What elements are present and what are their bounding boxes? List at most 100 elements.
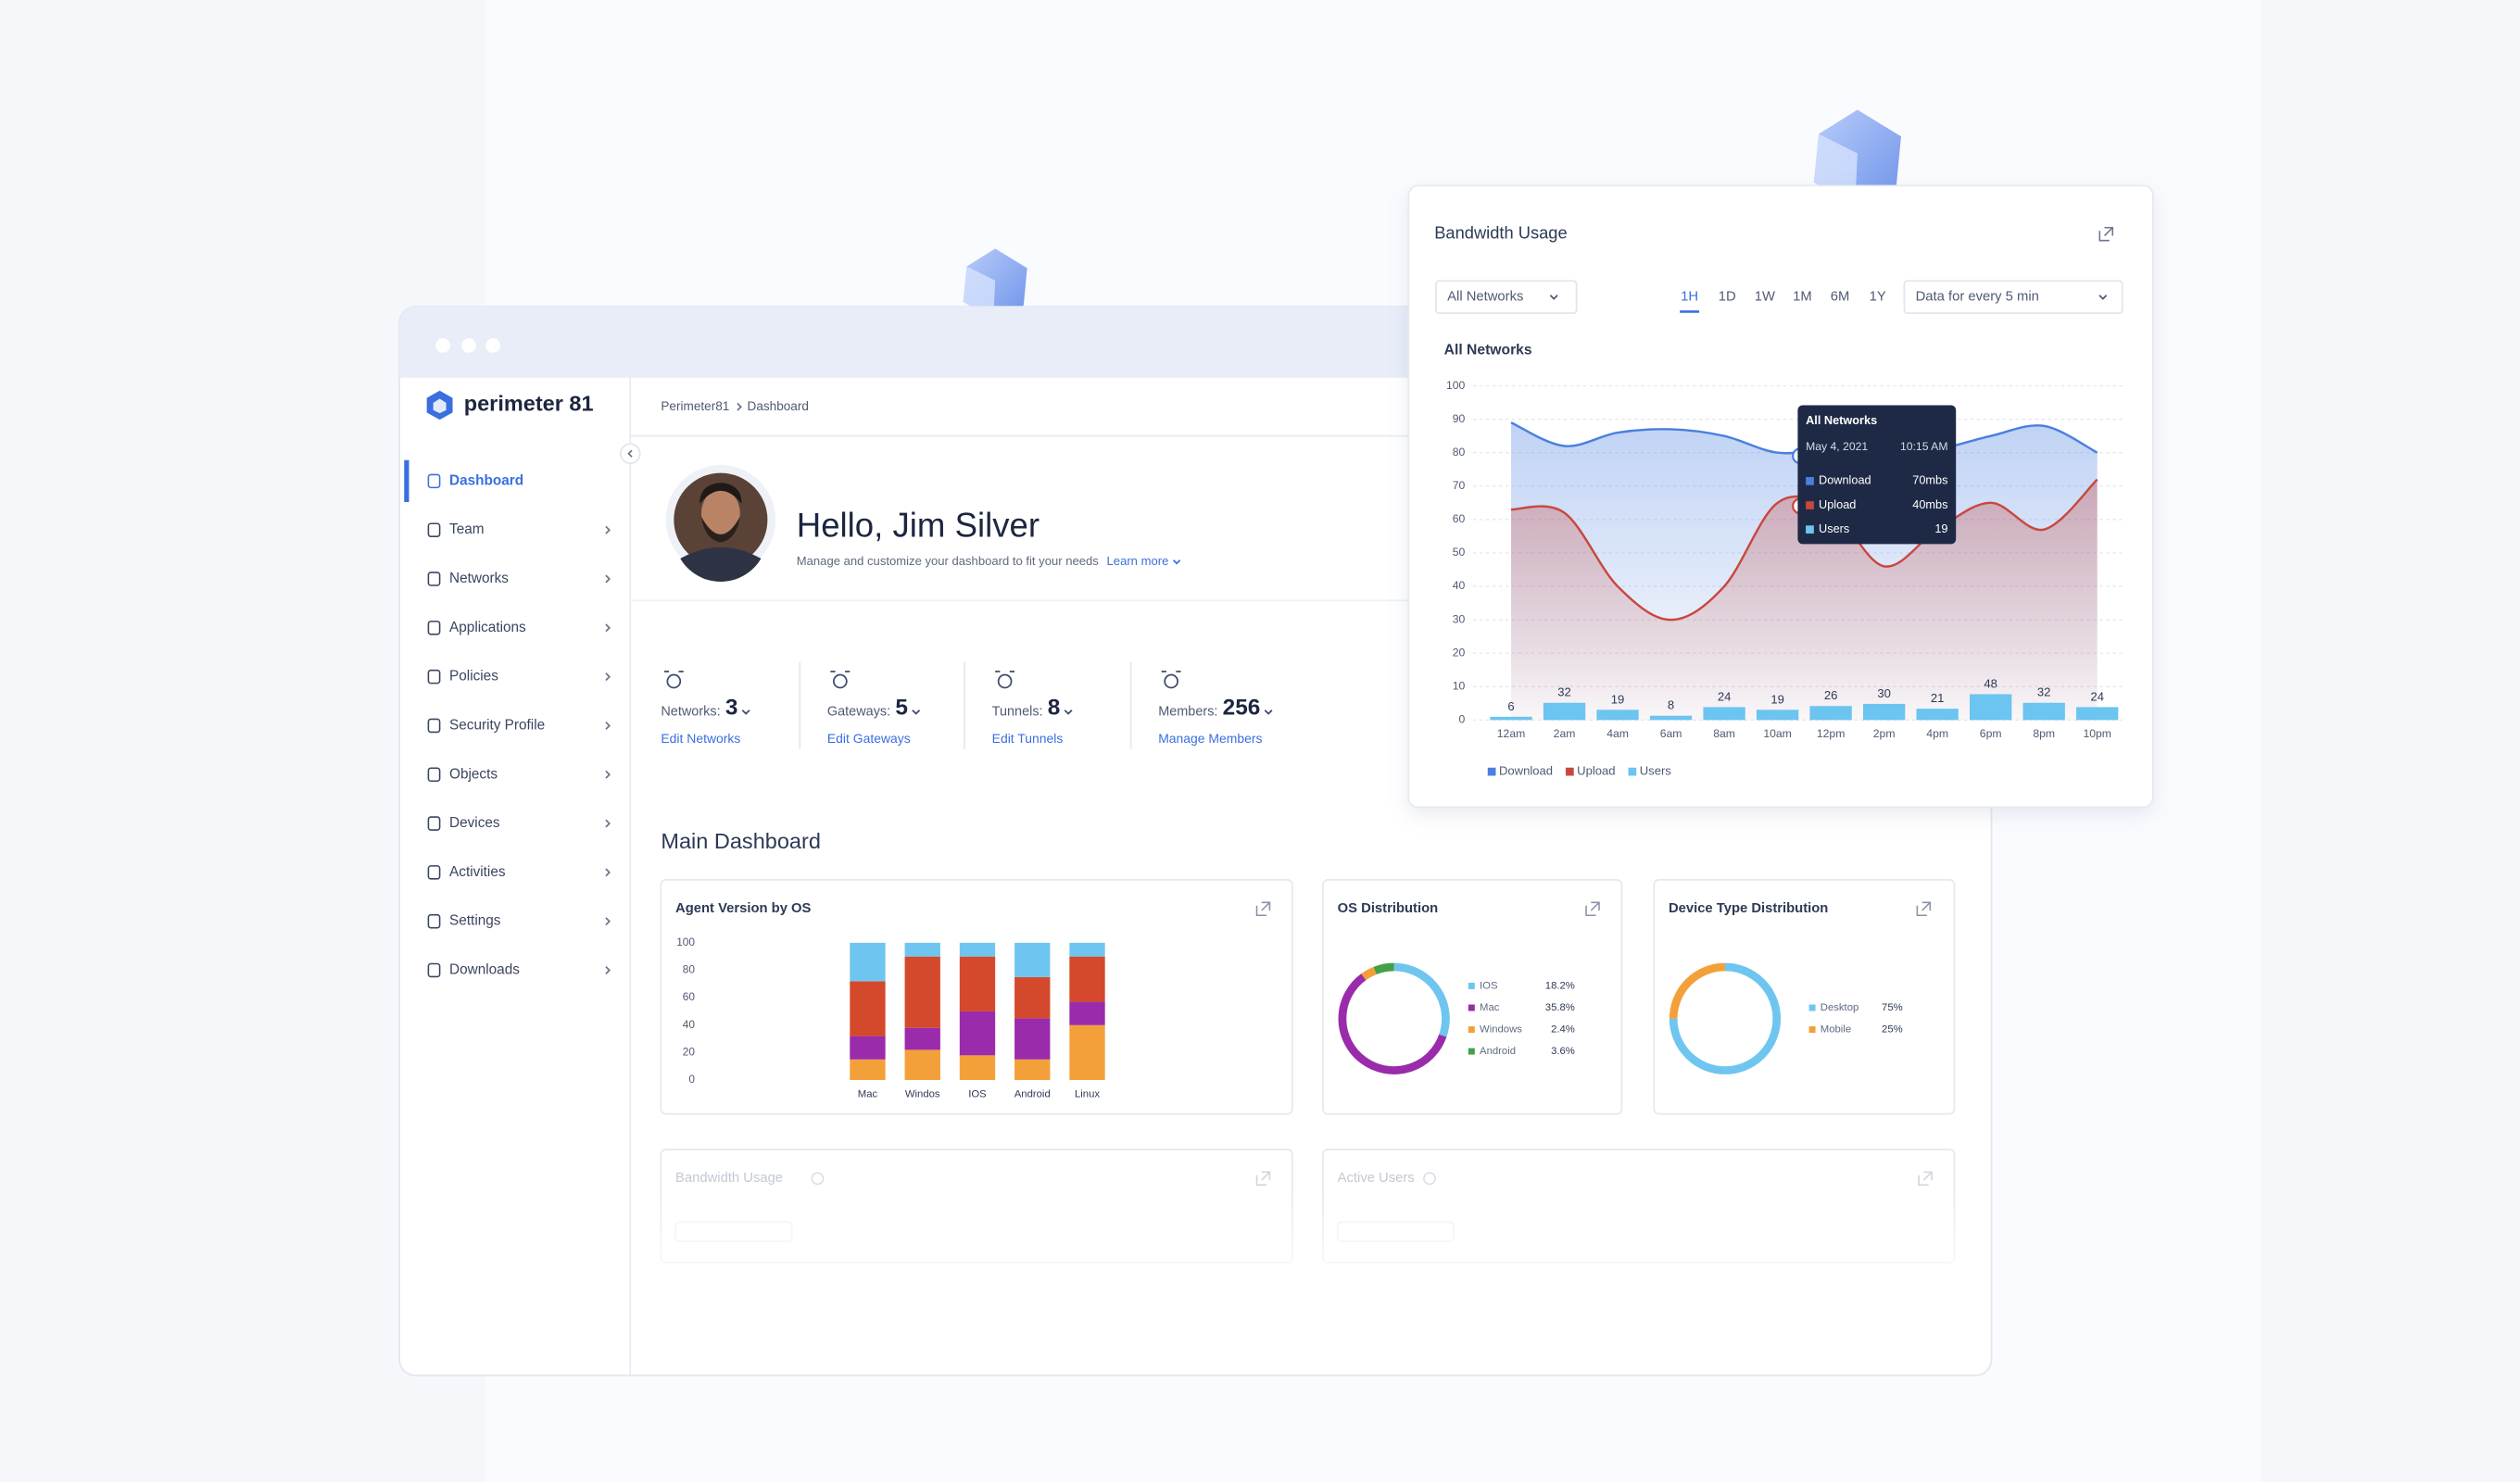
legend-value: 2.4% <box>1551 1024 1575 1036</box>
chevron <box>605 917 611 926</box>
window-dot <box>435 338 450 353</box>
card-title: Bandwidth Usage <box>1434 223 1567 243</box>
sidebar-item[interactable]: Applications <box>449 620 526 635</box>
learn-more-link[interactable]: Learn more <box>1107 554 1169 568</box>
sidebar-item[interactable]: Security Profile <box>449 717 545 733</box>
bar-value-label: 19 <box>1770 692 1784 706</box>
dropdown-label: Data for every 5 min <box>1916 290 2039 305</box>
y-tick-label: 90 <box>1453 412 1466 425</box>
bar-segment <box>850 1036 886 1060</box>
window-dot <box>485 338 500 353</box>
period-tab[interactable]: 1W <box>1755 290 1775 305</box>
y-tick-label: 20 <box>1453 646 1466 659</box>
bar-value-label: 30 <box>1877 686 1891 700</box>
card-title: OS Distribution <box>1338 901 1439 916</box>
stat-label: Networks: <box>661 704 720 719</box>
y-tick-label: 10 <box>1453 679 1466 692</box>
breadcrumb-item[interactable]: Perimeter81 <box>661 399 729 413</box>
y-tick-label: 80 <box>683 963 696 976</box>
legend-swatch <box>1565 767 1574 776</box>
x-tick-label: 8pm <box>2033 727 2055 740</box>
stat-link[interactable]: Edit Tunnels <box>992 731 1064 746</box>
bar-value-label: 32 <box>2037 685 2051 699</box>
sidebar-item[interactable]: Dashboard <box>449 472 523 488</box>
y-tick-label: 60 <box>1453 512 1466 525</box>
tooltip-swatch <box>1806 477 1814 485</box>
stat-link[interactable]: Edit Networks <box>661 731 740 746</box>
legend-value: 25% <box>1882 1024 1903 1036</box>
greeting-subtitle: Manage and customize your dashboard to f… <box>797 554 1100 568</box>
bar-value-label: 8 <box>1668 698 1674 712</box>
chevron <box>605 525 611 534</box>
bar-value-label: 19 <box>1611 692 1625 706</box>
bar <box>1809 706 1852 721</box>
sidebar-icon <box>427 621 441 635</box>
legend-swatch <box>1808 1004 1816 1011</box>
logo-text: perimeter 81 <box>464 392 594 416</box>
tooltip-label: Download <box>1819 473 1871 487</box>
chevron <box>627 449 633 458</box>
chevron <box>912 710 921 715</box>
greeting-title: Hello, Jim Silver <box>797 507 1040 545</box>
external-link-icon <box>1255 901 1271 917</box>
period-tab[interactable]: 1H <box>1681 290 1698 305</box>
bar-segment <box>904 1049 940 1081</box>
chevron <box>605 672 611 682</box>
stat-link[interactable]: Manage Members <box>1158 731 1262 746</box>
legend-swatch <box>1468 983 1475 989</box>
collapse-button[interactable] <box>619 443 641 465</box>
sidebar-item[interactable]: Team <box>449 521 484 537</box>
y-tick-label: 100 <box>676 936 695 948</box>
legend-label: Windows <box>1480 1024 1522 1036</box>
bar-segment <box>1069 956 1105 1002</box>
period-tab[interactable]: 1Y <box>1870 290 1886 305</box>
card <box>1322 879 1623 1115</box>
sidebar-item[interactable]: Policies <box>449 669 498 684</box>
sidebar-icon <box>427 571 441 586</box>
section-title: Main Dashboard <box>661 829 821 853</box>
donut-segment <box>1393 962 1450 1037</box>
sidebar-icon <box>427 865 441 880</box>
info-icon <box>811 1172 825 1186</box>
tooltip <box>1797 405 1957 545</box>
stat-link[interactable]: Edit Gateways <box>827 731 911 746</box>
x-tick-label: Android <box>1014 1089 1051 1100</box>
fade-overlay <box>646 1187 1987 1300</box>
chevron <box>2098 295 2108 300</box>
legend-label: IOS <box>1480 980 1498 991</box>
tooltip-swatch <box>1806 501 1814 509</box>
period-tab[interactable]: 1D <box>1719 290 1736 305</box>
y-tick-label: 30 <box>1453 612 1466 625</box>
interval-dropdown[interactable] <box>1903 280 2123 314</box>
bar-segment <box>959 1055 996 1081</box>
x-tick-label: 4am <box>1606 727 1629 740</box>
bar-segment <box>959 956 996 1011</box>
chevron <box>1264 710 1273 715</box>
chevron <box>1549 295 1558 300</box>
sidebar-item[interactable]: Devices <box>449 815 500 831</box>
sidebar-item[interactable]: Downloads <box>449 962 520 978</box>
tooltip-value: 70mbs <box>1912 473 1947 487</box>
external-link-icon <box>1585 901 1600 917</box>
chevron <box>1064 710 1073 715</box>
sidebar-item[interactable]: Networks <box>449 571 509 586</box>
y-tick-label: 0 <box>1459 713 1466 726</box>
x-tick-label: 10pm <box>2083 727 2111 740</box>
sidebar-item[interactable]: Objects <box>449 766 498 782</box>
active-indicator <box>404 459 410 503</box>
bar-segment <box>1069 942 1105 957</box>
filter-dropdown[interactable] <box>1435 280 1578 314</box>
bar <box>1970 694 2012 721</box>
period-tab[interactable]: 1M <box>1793 290 1812 305</box>
stat-label: Members: <box>1158 704 1217 719</box>
sidebar-item[interactable]: Settings <box>449 913 501 929</box>
y-tick-label: 80 <box>1453 446 1466 458</box>
sidebar-item[interactable]: Activities <box>449 864 506 880</box>
period-tab[interactable]: 6M <box>1831 290 1850 305</box>
bar-value-label: 6 <box>1507 699 1514 713</box>
chevron <box>737 402 742 411</box>
chevron <box>605 574 611 584</box>
donut-segment <box>1361 966 1377 981</box>
y-tick-label: 40 <box>683 1018 696 1031</box>
